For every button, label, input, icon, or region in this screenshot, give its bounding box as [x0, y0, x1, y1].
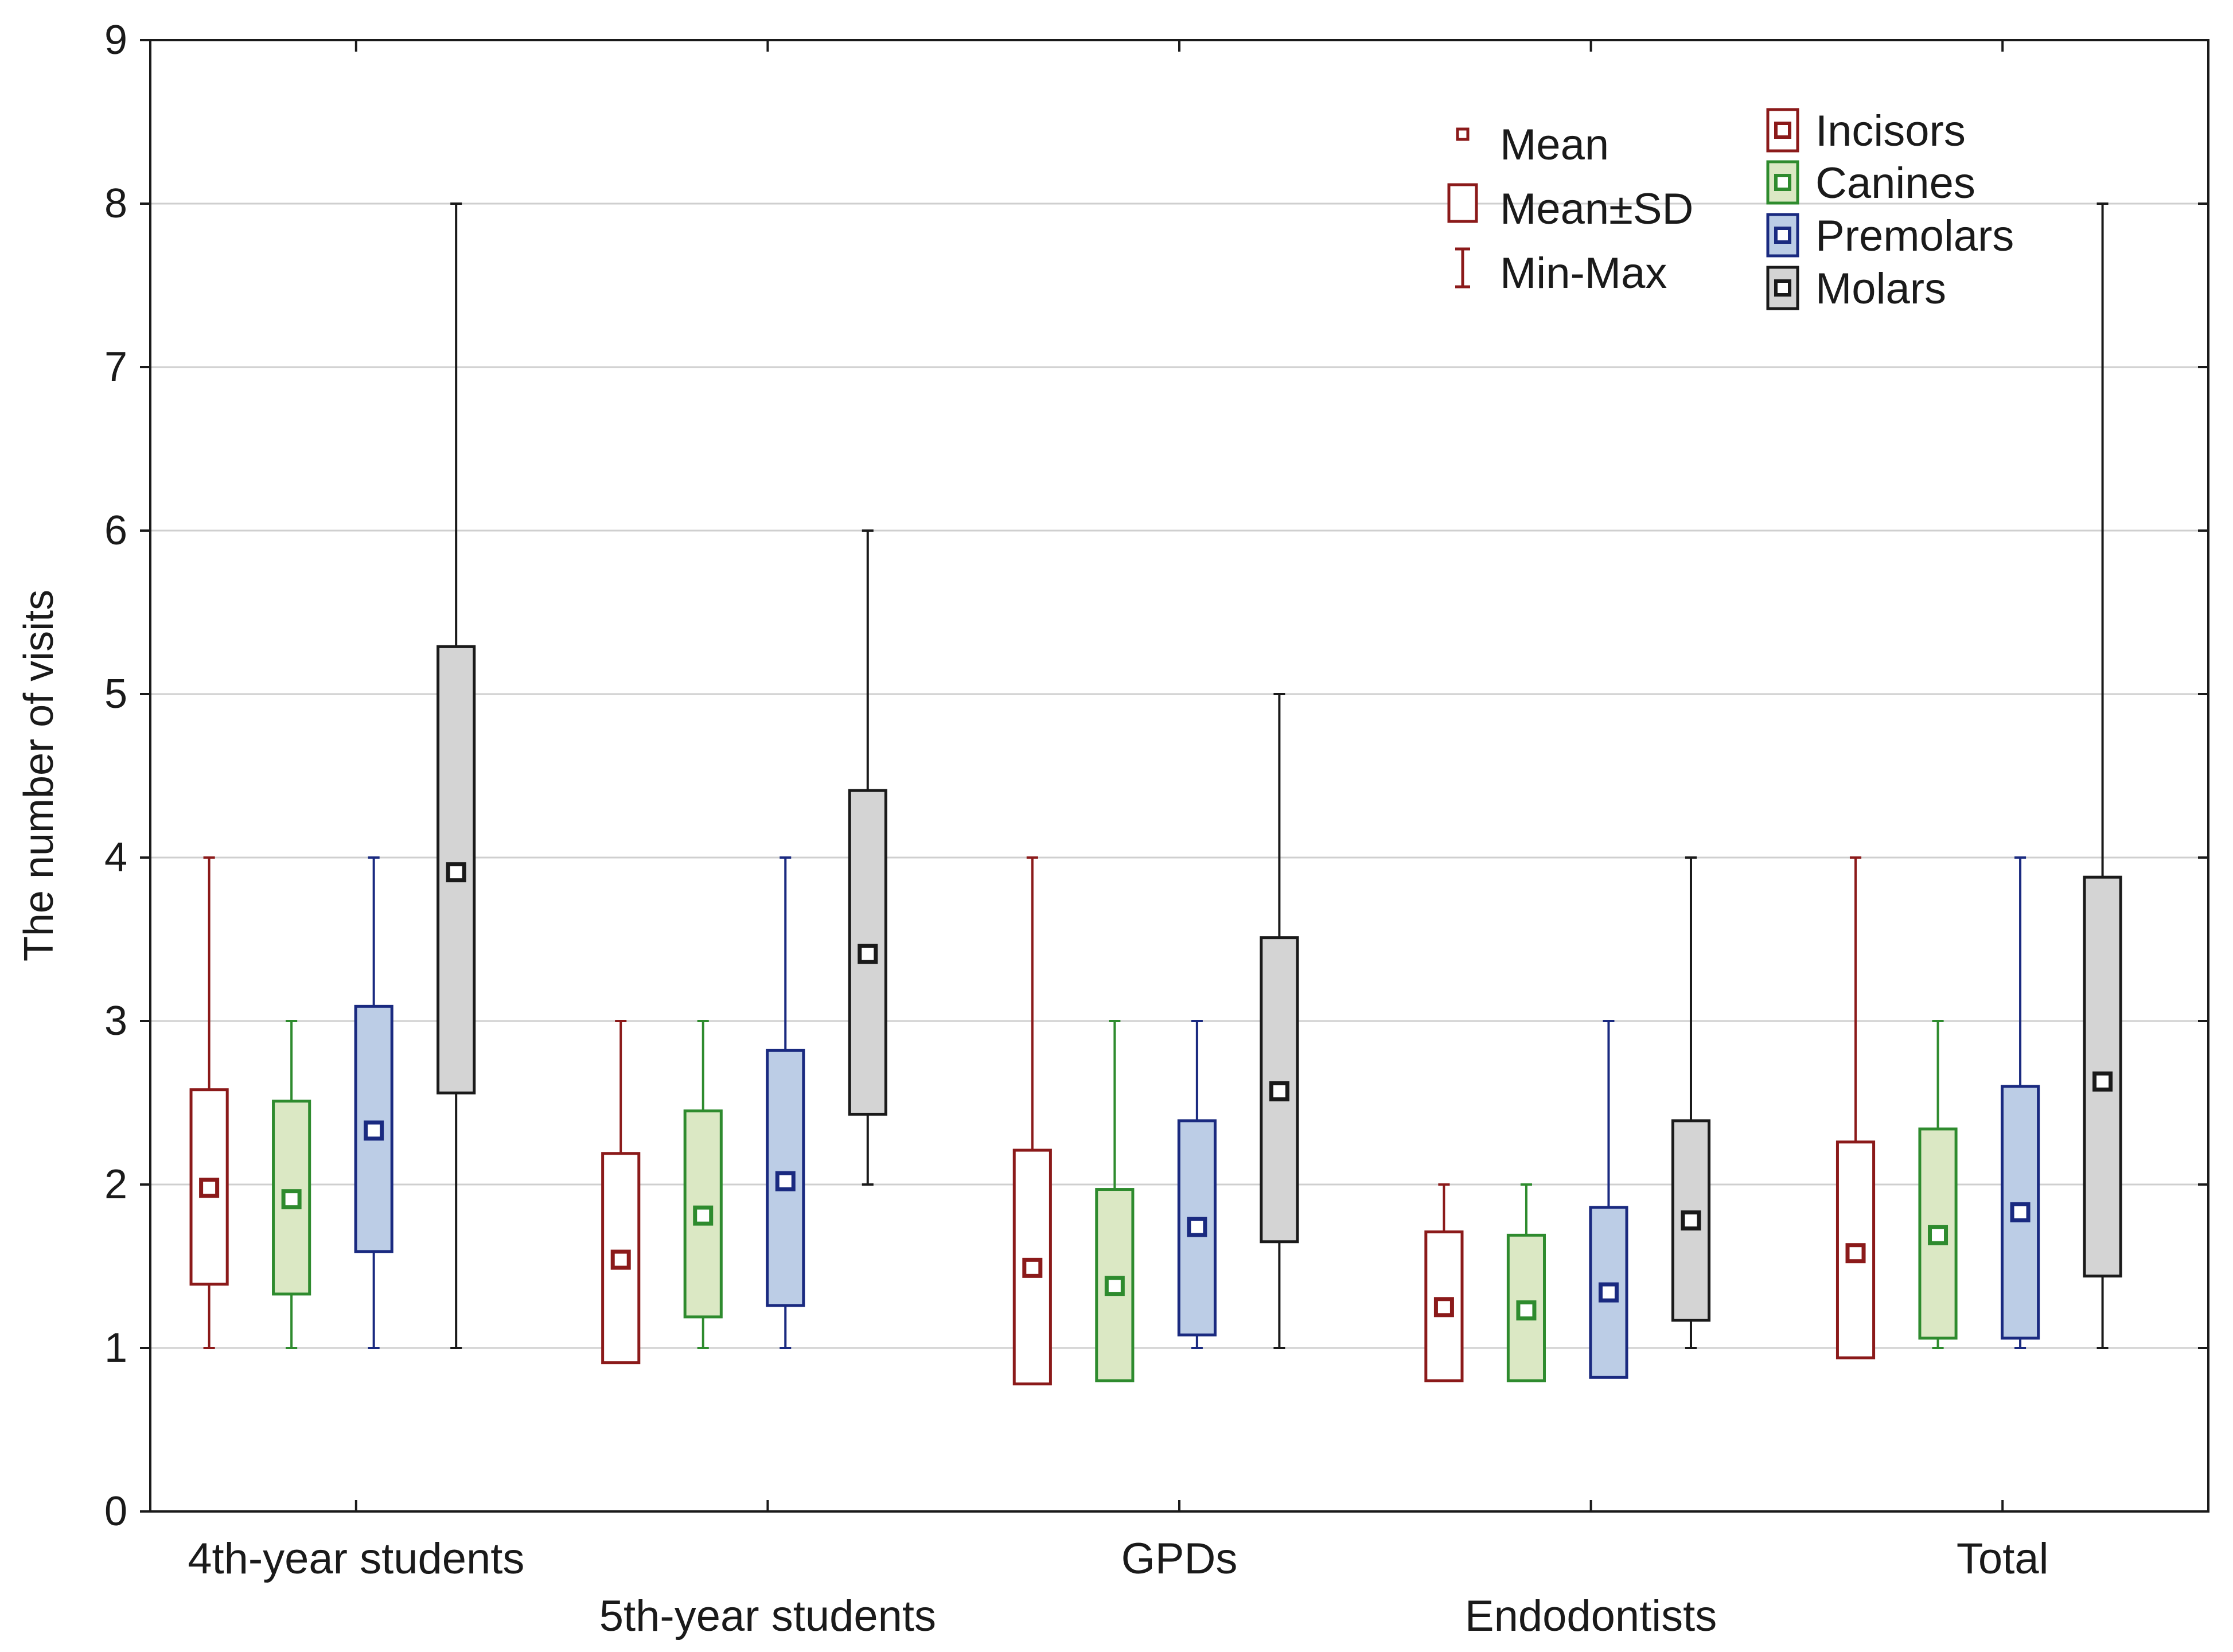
- x-tick-label: Total: [1957, 1534, 2049, 1583]
- x-tick-label: 5th-year students: [599, 1592, 936, 1641]
- legend-stat-label: Min-Max: [1500, 249, 1667, 298]
- legend-swatch-mean-premolars: [1774, 227, 1791, 244]
- mean-marker-incisors-0: [199, 1178, 220, 1198]
- mean-marker-canines-2: [1104, 1276, 1125, 1296]
- mean-marker-molars-4: [2092, 1071, 2113, 1092]
- legend-series-label: Canines: [1815, 159, 1975, 208]
- legend-series-label: Molars: [1815, 264, 1946, 313]
- y-tick-label: 0: [104, 1489, 127, 1534]
- mean-marker-molars-2: [1269, 1081, 1289, 1102]
- y-tick-label: 6: [104, 508, 127, 554]
- sd-box-incisors-1: [601, 1152, 641, 1365]
- mean-marker-incisors-2: [1022, 1257, 1043, 1278]
- legend-mean-icon: [1456, 127, 1470, 141]
- mean-marker-molars-1: [858, 944, 878, 964]
- y-tick-label: 9: [104, 17, 127, 63]
- legend: Mean Mean±SD Min-Max IncisorsCaninesPremola…: [1447, 107, 2014, 313]
- legend-stat-label: Mean±SD: [1500, 185, 1693, 233]
- sd-box-canines-2: [1095, 1188, 1135, 1382]
- legend-series-label: Premolars: [1815, 212, 2014, 260]
- mean-marker-canines-3: [1516, 1300, 1537, 1320]
- y-tick-label: 8: [104, 181, 127, 227]
- legend-swatch-mean-canines: [1774, 174, 1791, 191]
- legend-sd-box-icon: [1447, 183, 1478, 223]
- y-tick-label: 2: [104, 1162, 127, 1207]
- legend-series-label: Incisors: [1815, 107, 1966, 155]
- mean-marker-canines-0: [281, 1189, 302, 1210]
- legend-stat-label: Mean: [1500, 120, 1609, 169]
- sd-box-molars-1: [848, 789, 887, 1116]
- mean-marker-premolars-2: [1187, 1217, 1207, 1237]
- y-axis: 0 1 2 3 4 5 6 7 8 9: [104, 17, 2208, 1534]
- sd-box-premolars-1: [766, 1049, 805, 1307]
- mean-marker-canines-4: [1928, 1225, 1948, 1245]
- x-tick-label: GPDs: [1121, 1534, 1238, 1583]
- mean-marker-molars-0: [446, 862, 466, 883]
- mean-marker-premolars-4: [2010, 1202, 2031, 1222]
- y-tick-label: 5: [104, 671, 127, 717]
- sd-box-incisors-3: [1424, 1230, 1464, 1382]
- x-tick-label: Endodontists: [1465, 1592, 1717, 1641]
- mean-marker-premolars-1: [775, 1171, 796, 1191]
- mean-marker-premolars-3: [1598, 1282, 1619, 1303]
- box-series: [189, 202, 2122, 1386]
- mean-marker-molars-3: [1681, 1210, 1701, 1231]
- sd-box-premolars-4: [2000, 1085, 2040, 1340]
- mean-marker-premolars-0: [364, 1120, 384, 1141]
- y-tick-label: 4: [104, 835, 127, 880]
- x-axis: 4th-year students 5th-year students GPDs En…: [188, 40, 2048, 1641]
- y-tick-label: 1: [104, 1325, 127, 1371]
- y-axis-label: The number of visits: [16, 590, 62, 961]
- y-tick-label: 3: [104, 998, 127, 1044]
- mean-marker-incisors-1: [610, 1249, 631, 1270]
- x-tick-label: 4th-year students: [188, 1534, 524, 1583]
- mean-marker-incisors-3: [1433, 1297, 1454, 1318]
- mean-marker-incisors-4: [1845, 1243, 1866, 1264]
- legend-swatch-mean-molars: [1774, 279, 1791, 297]
- legend-swatch-mean-incisors: [1774, 122, 1791, 139]
- y-tick-label: 7: [104, 344, 127, 390]
- mean-marker-canines-1: [693, 1205, 714, 1226]
